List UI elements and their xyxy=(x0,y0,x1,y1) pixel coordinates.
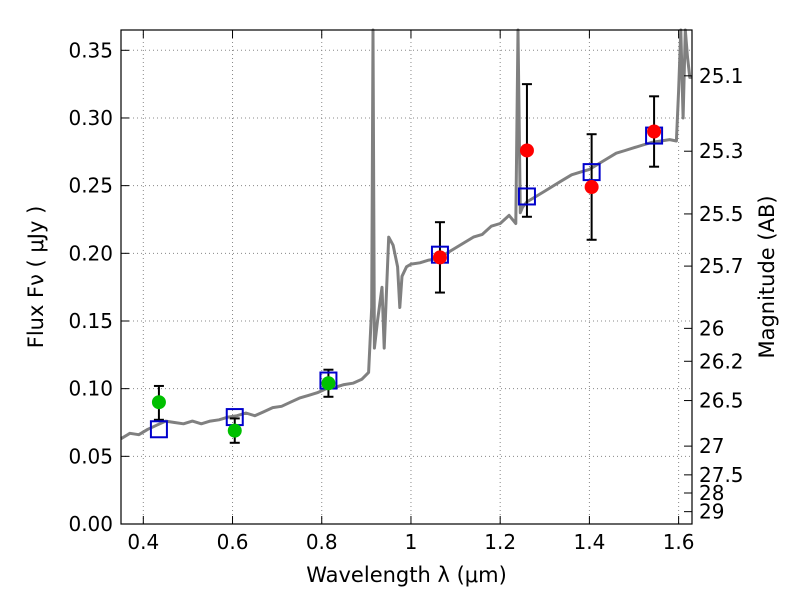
x-tick-label: 1.2 xyxy=(484,530,516,554)
red-data-point xyxy=(647,124,662,139)
y-tick-label: 0.00 xyxy=(68,512,113,536)
model-box-point xyxy=(517,187,536,206)
red-data-point xyxy=(519,143,534,158)
model-photometry-boxes xyxy=(149,126,664,439)
y-tick-label: 0.15 xyxy=(68,309,113,333)
y-axis-ticks: 0.00 0.05 0.10 0.15 0.20 0.25 0.30 0.35 xyxy=(68,38,129,536)
magnitude-axis-label: Magnitude (AB) xyxy=(755,195,779,358)
x-tick-label: 0.4 xyxy=(127,530,159,554)
spectrum-series xyxy=(120,28,692,440)
magnitude-tick-label: 27.5 xyxy=(699,463,744,487)
model-box-point xyxy=(149,420,168,439)
x-tick-label: 0.6 xyxy=(217,530,249,554)
y-tick-label: 0.10 xyxy=(68,377,113,401)
y-tick-label: 0.20 xyxy=(68,241,113,265)
magnitude-tick-label: 27 xyxy=(699,434,724,458)
green-data-point xyxy=(321,376,336,391)
y-tick-label: 0.05 xyxy=(68,444,113,468)
green-data-point xyxy=(227,423,242,438)
y-tick-label: 0.25 xyxy=(68,174,113,198)
red-data-point xyxy=(432,250,447,265)
magnitude-tick-label: 28 xyxy=(699,481,724,505)
spectrum-line xyxy=(120,28,692,440)
x-tick-label: 1 xyxy=(405,530,418,554)
magnitude-tick-label: 25.5 xyxy=(699,202,744,226)
grid-lines xyxy=(121,30,692,525)
magnitude-tick-label: 25.7 xyxy=(699,254,744,278)
x-tick-label: 0.8 xyxy=(306,530,338,554)
x-tick-label: 1.4 xyxy=(573,530,605,554)
observed-photometry-points xyxy=(151,124,662,438)
magnitude-tick-label: 26.5 xyxy=(699,389,744,413)
x-axis-ticks: 0.4 0.6 0.8 1 1.2 1.4 1.6 xyxy=(127,30,695,554)
magnitude-tick-label: 29 xyxy=(699,500,724,524)
plot-frame xyxy=(120,29,693,525)
green-data-point xyxy=(151,395,166,410)
magnitude-tick-label: 26 xyxy=(699,316,724,340)
y-axis-label: Flux Fν ( μJy ) xyxy=(24,206,48,349)
y-tick-label: 0.35 xyxy=(68,38,113,62)
magnitude-tick-label: 25.3 xyxy=(699,139,744,163)
x-axis-label: Wavelength λ (μm) xyxy=(306,563,507,587)
y-tick-label: 0.30 xyxy=(68,106,113,130)
magnitude-tick-label: 26.2 xyxy=(699,349,744,373)
magnitude-tick-label: 25.1 xyxy=(699,64,744,88)
x-tick-label: 1.6 xyxy=(663,530,695,554)
red-data-point xyxy=(584,179,599,194)
